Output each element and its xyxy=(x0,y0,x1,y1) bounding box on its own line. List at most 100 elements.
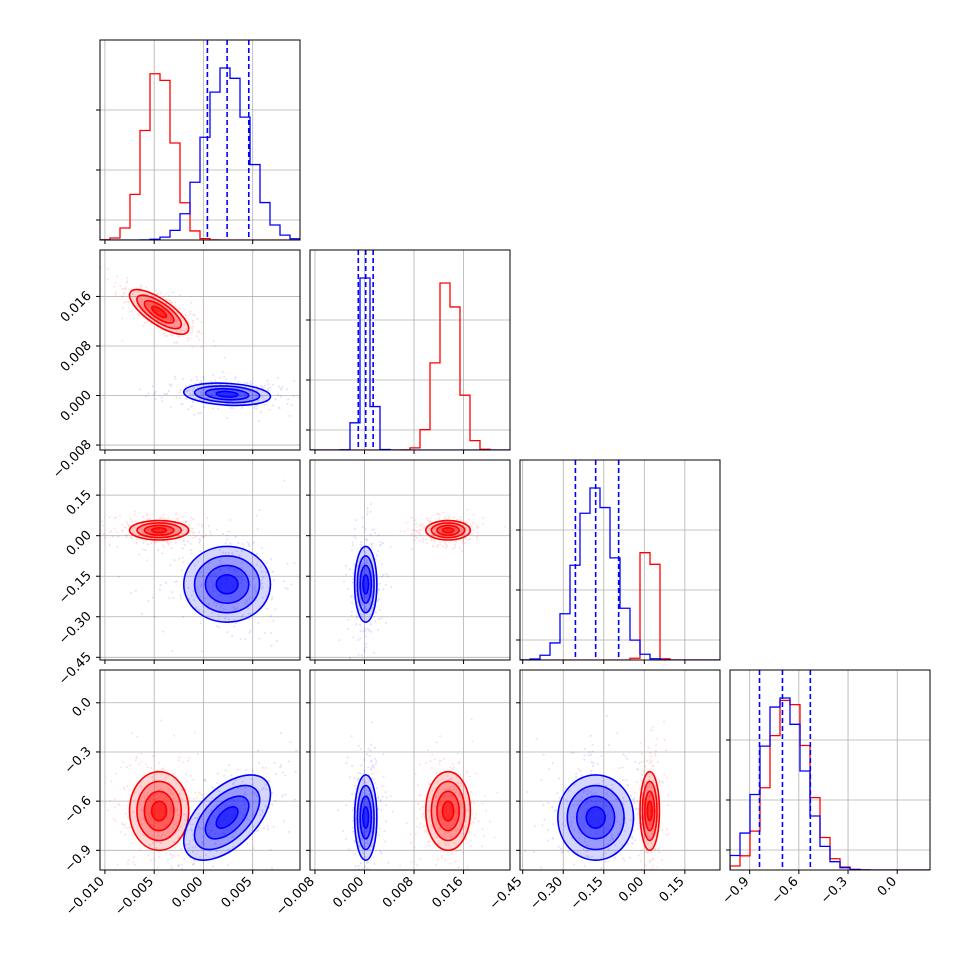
scatter-point xyxy=(428,840,431,843)
scatter-point xyxy=(102,524,105,527)
scatter-point xyxy=(375,611,378,614)
scatter-point xyxy=(165,335,168,338)
scatter-point xyxy=(213,816,216,819)
scatter-point xyxy=(374,620,377,623)
scatter-point xyxy=(288,414,291,417)
scatter-point xyxy=(592,765,595,768)
scatter-point xyxy=(210,612,213,615)
scatter-point xyxy=(583,837,586,840)
scatter-point xyxy=(381,795,384,798)
scatter-point xyxy=(143,321,146,324)
scatter-point xyxy=(576,803,579,806)
scatter-point xyxy=(650,832,653,835)
scatter-point xyxy=(135,542,138,545)
scatter-point xyxy=(380,852,383,855)
scatter-point xyxy=(164,334,167,337)
scatter-point xyxy=(616,820,619,823)
scatter-point xyxy=(466,509,469,512)
scatter-point xyxy=(104,536,107,539)
scatter-point xyxy=(212,407,215,410)
scatter-point xyxy=(180,788,183,791)
scatter-point xyxy=(160,719,163,722)
scatter-point xyxy=(224,769,227,772)
scatter-point xyxy=(572,816,575,819)
scatter-point xyxy=(526,790,529,793)
scatter-point xyxy=(216,782,219,785)
scatter-point xyxy=(648,775,651,778)
scatter-point xyxy=(650,729,653,732)
scatter-point xyxy=(264,632,267,635)
scatter-point xyxy=(456,529,459,532)
scatter-point xyxy=(447,516,450,519)
scatter-point xyxy=(218,790,221,793)
scatter-point xyxy=(436,513,439,516)
scatter-point xyxy=(140,760,143,763)
scatter-point xyxy=(186,540,189,543)
scatter-point xyxy=(594,800,597,803)
scatter-point xyxy=(190,301,193,304)
scatter-point xyxy=(432,539,435,542)
scatter-point xyxy=(471,740,474,743)
scatter-point xyxy=(352,571,355,574)
scatter-point xyxy=(250,396,253,399)
scatter-point xyxy=(386,575,389,578)
scatter-point xyxy=(229,542,232,545)
scatter-point xyxy=(354,818,357,821)
scatter-point xyxy=(415,523,418,526)
scatter-point xyxy=(276,376,279,379)
scatter-point xyxy=(169,792,172,795)
scatter-point xyxy=(150,824,153,827)
panel-3-1: −0.008 0.000 0.008 0.016 xyxy=(273,669,511,919)
scatter-point xyxy=(456,849,459,852)
y-tick-label: −0.3 xyxy=(62,744,95,777)
scatter-point xyxy=(191,594,194,597)
scatter-point xyxy=(204,780,207,783)
scatter-point xyxy=(362,833,365,836)
scatter-point xyxy=(645,933,647,935)
scatter-point xyxy=(462,784,465,787)
scatter-point xyxy=(166,541,169,544)
scatter-point xyxy=(556,792,559,795)
scatter-point xyxy=(182,378,185,381)
scatter-point xyxy=(247,618,250,621)
scatter-point xyxy=(614,844,617,847)
scatter-point xyxy=(137,762,140,765)
scatter-point xyxy=(651,867,654,870)
scatter-point xyxy=(177,864,180,867)
scatter-point xyxy=(175,341,178,344)
scatter-point xyxy=(358,807,361,810)
scatter-point xyxy=(226,417,229,420)
scatter-point xyxy=(589,790,592,793)
scatter-point xyxy=(173,823,176,826)
contour-1 xyxy=(215,390,239,398)
scatter-point xyxy=(420,793,423,796)
scatter-point xyxy=(227,848,230,851)
scatter-point xyxy=(253,588,256,591)
scatter-point xyxy=(355,519,358,522)
scatter-point xyxy=(189,516,192,519)
y-tick-label: −0.9 xyxy=(62,843,95,876)
scatter-point xyxy=(583,747,586,750)
scatter-point xyxy=(374,762,377,765)
scatter-point xyxy=(158,796,161,799)
scatter-point xyxy=(162,630,165,633)
scatter-point xyxy=(618,767,621,770)
scatter-point xyxy=(197,812,200,815)
scatter-point xyxy=(439,800,442,803)
scatter-point xyxy=(165,581,168,584)
scatter-point xyxy=(427,528,430,531)
scatter-point xyxy=(238,577,241,580)
scatter-point xyxy=(468,775,471,778)
scatter-point xyxy=(292,395,295,398)
scatter-point xyxy=(366,628,369,631)
scatter-point xyxy=(352,544,355,547)
scatter-point xyxy=(244,637,247,640)
scatter-point xyxy=(177,871,179,873)
scatter-point xyxy=(605,792,608,795)
scatter-point xyxy=(173,341,176,344)
scatter-point xyxy=(646,851,649,854)
scatter-point xyxy=(665,833,668,836)
scatter-point xyxy=(140,808,143,811)
contour-1 xyxy=(362,806,370,829)
scatter-point xyxy=(160,292,163,295)
